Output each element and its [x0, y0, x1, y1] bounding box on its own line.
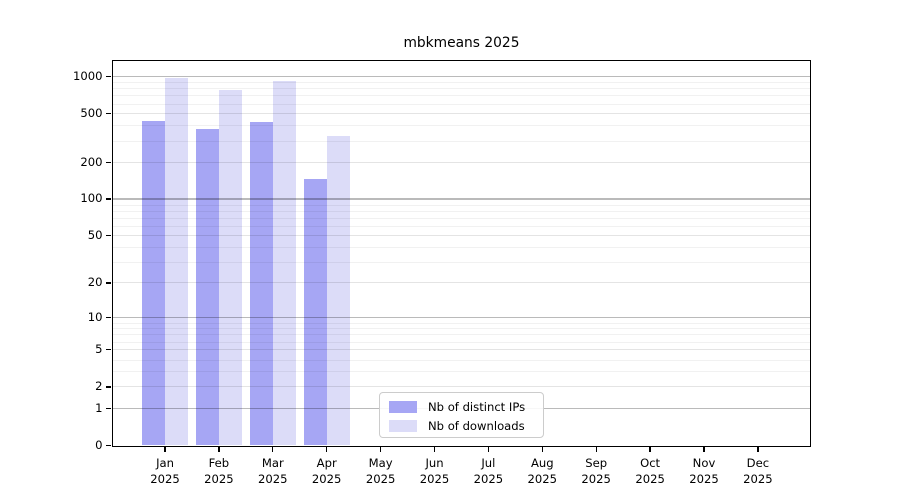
gridline-major — [112, 161, 810, 163]
x-axis-tick — [595, 447, 597, 452]
gridline-major — [112, 112, 810, 114]
gridline-major — [112, 316, 810, 319]
gridline-minor — [112, 88, 810, 90]
gridline-minor — [112, 82, 810, 84]
x-axis-tick — [326, 447, 328, 452]
x-axis-tick — [649, 447, 651, 452]
y-axis-tick — [105, 444, 111, 447]
gridline-major — [112, 282, 810, 284]
y-tick-label: 10 — [87, 309, 103, 324]
x-tick-label: Oct 2025 — [635, 455, 665, 487]
legend-item-downloads: Nb of downloads — [389, 417, 543, 436]
bar-nb-of-downloads-feb — [218, 89, 242, 446]
x-axis-tick — [164, 447, 166, 452]
y-axis-tick — [105, 282, 111, 284]
legend-item-distinct-ips: Nb of distinct IPs — [389, 397, 543, 416]
bar-nb-of-downloads-apr — [326, 136, 350, 446]
gridline-minor — [112, 210, 810, 212]
x-axis-tick — [433, 447, 436, 452]
x-tick-label: Apr 2025 — [311, 455, 342, 487]
x-axis-tick — [487, 447, 490, 452]
gridline-minor — [112, 262, 810, 264]
x-tick-label: Nov 2025 — [689, 455, 719, 487]
legend-swatch-downloads — [389, 420, 417, 433]
x-axis-tick — [703, 447, 705, 452]
y-axis-tick — [105, 198, 111, 200]
gridline-major — [112, 234, 810, 236]
y-axis-tick — [105, 316, 111, 319]
gridline-minor — [112, 217, 810, 219]
gridline-minor — [112, 359, 810, 361]
y-tick-label: 2 — [95, 379, 103, 394]
x-axis-tick — [218, 447, 220, 452]
bar-nb-of-distinct-ips-apr — [303, 179, 327, 446]
x-axis-tick — [757, 447, 759, 452]
x-tick-label: Mar 2025 — [258, 455, 288, 487]
gridline-minor — [112, 334, 810, 336]
x-axis-tick — [379, 447, 382, 452]
gridline-major — [112, 349, 810, 351]
x-tick-label: Feb 2025 — [204, 455, 234, 487]
gridline-minor — [112, 95, 810, 97]
y-axis-tick — [105, 386, 111, 388]
gridline-minor — [112, 371, 810, 373]
legend-label-downloads: Nb of downloads — [428, 419, 525, 434]
y-tick-label: 50 — [87, 227, 103, 242]
x-tick-label: May 2025 — [365, 455, 396, 487]
y-tick-label: 5 — [95, 342, 103, 357]
gridline-minor — [112, 341, 810, 343]
gridline-major — [112, 75, 810, 78]
legend: Nb of distinct IPs Nb of downloads — [379, 391, 544, 438]
x-tick-label: Jun 2025 — [419, 455, 450, 487]
y-tick-label: 0 — [95, 438, 103, 452]
gridline-minor — [112, 225, 810, 227]
y-axis-tick — [105, 112, 111, 115]
gridline-minor — [112, 103, 810, 105]
gridline-minor — [112, 328, 810, 330]
x-tick-label: Sep 2025 — [581, 455, 611, 487]
gridline-minor — [112, 140, 810, 142]
bar-nb-of-distinct-ips-feb — [195, 128, 219, 446]
x-tick-label: Jan 2025 — [150, 455, 180, 487]
bar-nb-of-distinct-ips-jan — [142, 121, 165, 446]
x-axis-tick — [272, 447, 274, 452]
bar-nb-of-downloads-mar — [272, 81, 296, 446]
legend-swatch-distinct-ips — [389, 400, 417, 413]
x-tick-label: Aug 2025 — [527, 455, 558, 487]
gridline-minor — [112, 125, 810, 127]
y-axis-tick — [105, 75, 111, 78]
bar-nb-of-distinct-ips-mar — [249, 122, 273, 446]
chart-title: mbkmeans 2025 — [403, 35, 520, 51]
y-tick-label: 200 — [80, 154, 103, 169]
gridline-minor — [112, 204, 810, 206]
x-tick-label: Jul 2025 — [473, 455, 504, 487]
gridline-minor — [112, 322, 810, 324]
x-tick-label: Dec 2025 — [743, 455, 773, 487]
y-tick-label: 1 — [95, 400, 103, 415]
y-axis-tick — [105, 161, 111, 163]
y-axis-tick — [105, 349, 111, 351]
legend-label-distinct-ips: Nb of distinct IPs — [428, 399, 526, 414]
y-axis-tick — [105, 234, 111, 237]
gridline-minor — [112, 247, 810, 249]
x-axis-tick — [541, 447, 543, 452]
gridline-major — [112, 198, 810, 200]
plot-area: 0 1 2 5 10 20 50 100 200 500 1000 Jan 2025 Feb 2025 M… — [73, 59, 811, 486]
y-tick-label: 100 — [80, 191, 103, 206]
y-tick-label: 20 — [87, 275, 103, 290]
y-tick-label: 500 — [80, 105, 103, 120]
bar-nb-of-downloads-jan — [165, 78, 188, 446]
y-axis-tick — [105, 407, 111, 410]
y-tick-label: 1000 — [72, 68, 103, 83]
gridline-major — [112, 386, 810, 388]
